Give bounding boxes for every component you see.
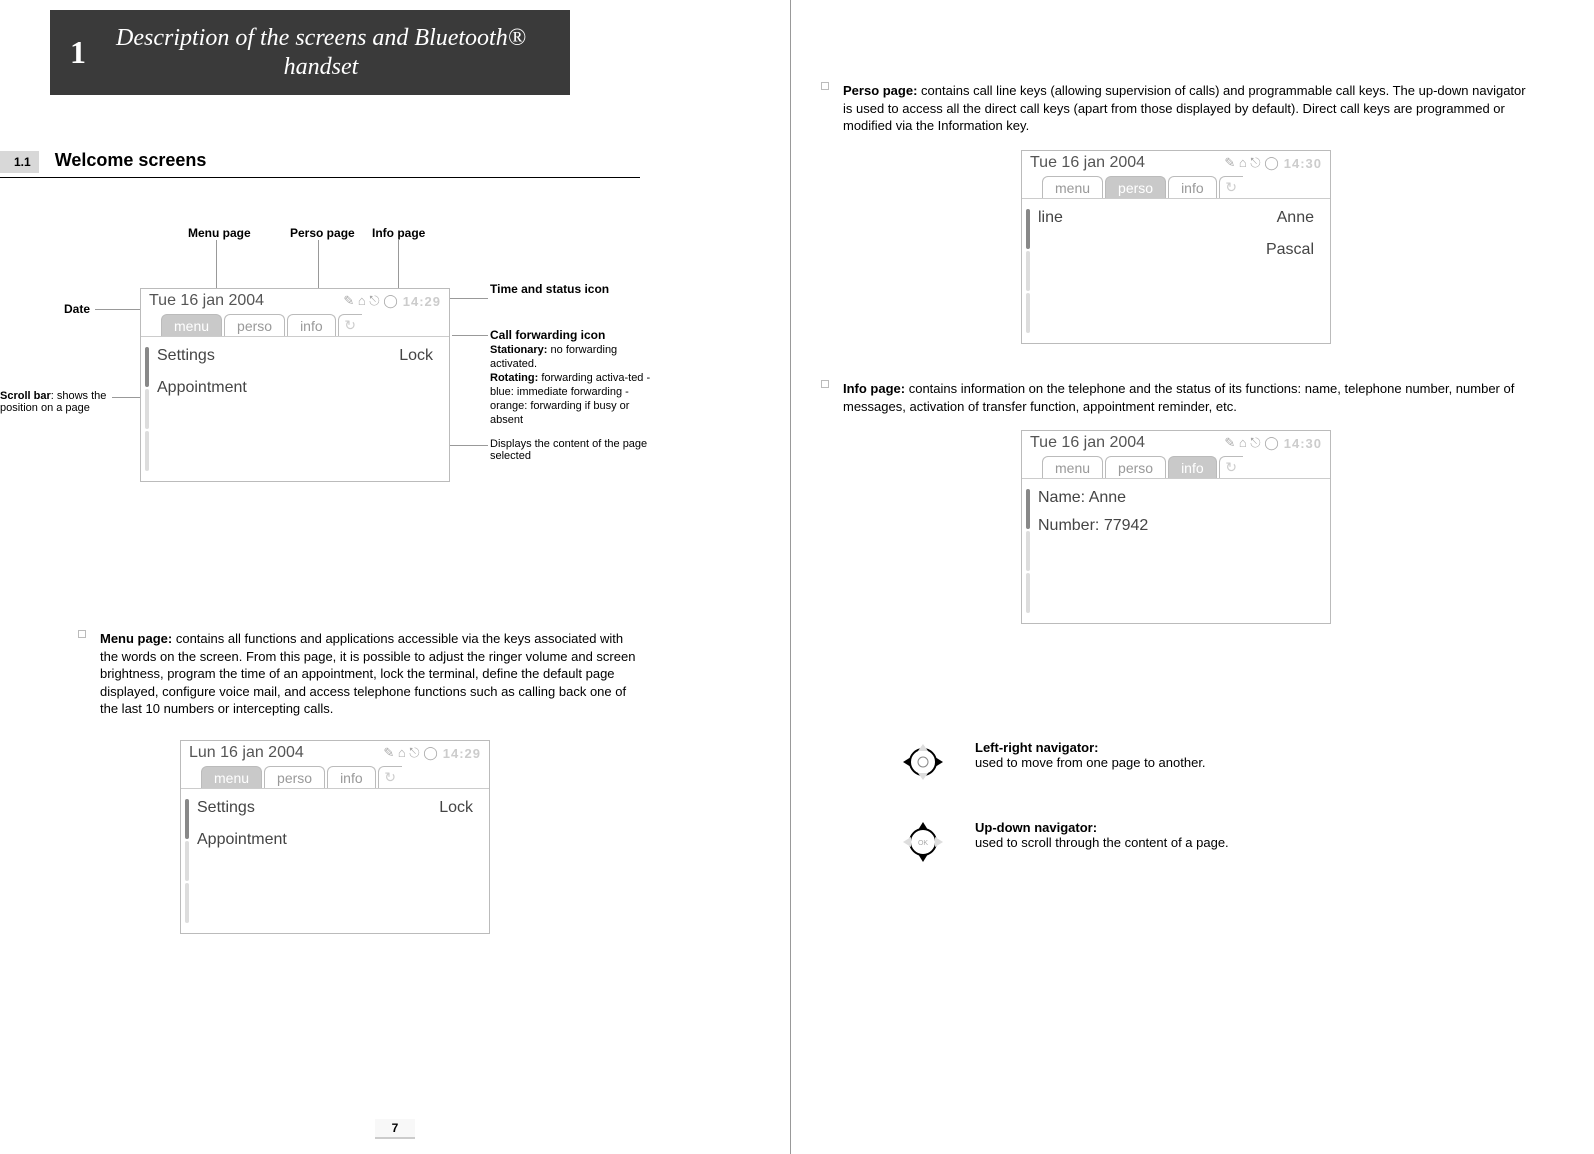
label-call-forwarding: Call forwarding icon Stationary: no forw… <box>490 328 655 426</box>
para-info: Info page: contains information on the t… <box>821 380 1541 415</box>
section-number: 1.1 <box>0 151 39 173</box>
section-heading: 1.1 Welcome screens <box>0 150 640 178</box>
para-menu-lead: Menu page: <box>100 631 172 646</box>
info-name-value: Anne <box>1089 489 1126 506</box>
svg-text:OK: OK <box>918 840 928 847</box>
perso-item-pascal[interactable]: Pascal <box>1266 241 1314 259</box>
status-icons: ✎ ⌂ ⎋ ◯ 14:30 <box>1224 435 1322 451</box>
screen-annotated: Tue 16 jan 2004 ✎ ⌂ ⎋ ◯ 14:29 menu perso… <box>140 288 450 482</box>
scroll-indicator <box>1026 209 1030 333</box>
screen-time: 14:29 <box>403 294 441 309</box>
tab-info[interactable]: info <box>327 766 376 788</box>
label-perso-page: Perso page <box>290 226 355 240</box>
label-info-page: Info page <box>372 226 425 240</box>
bullet-icon <box>821 380 829 388</box>
menu-item-settings[interactable]: Settings <box>157 347 215 365</box>
screen-time: 14:30 <box>1284 156 1322 171</box>
screen-time: 14:29 <box>443 746 481 761</box>
screen-info: Tue 16 jan 2004 ✎ ⌂ ⎋ ◯ 14:30 menu perso… <box>1021 430 1331 624</box>
label-menu-page: Menu page <box>188 226 251 240</box>
fwd-rotating-rest: forwarding activa-ted - <box>538 372 650 384</box>
label-scrollbar-lead: Scroll bar <box>0 390 51 402</box>
status-icons: ✎ ⌂ ⎋ ◯ 14:29 <box>343 293 441 309</box>
bullet-icon <box>78 630 86 638</box>
tab-menu[interactable]: menu <box>161 314 222 336</box>
para-perso-lead: Perso page: <box>843 83 917 98</box>
fwd-stationary-lead: Stationary: <box>490 344 547 356</box>
para-perso-body: contains call line keys (allowing superv… <box>843 83 1526 133</box>
tab-perso[interactable]: perso <box>1105 176 1166 198</box>
fwd-rotating-lead: Rotating: <box>490 372 538 384</box>
tab-menu[interactable]: menu <box>201 766 262 788</box>
forward-icon: ↻ <box>378 766 402 788</box>
label-date: Date <box>20 302 90 316</box>
chapter-number: 1 <box>70 34 86 71</box>
bullet-icon <box>821 82 829 90</box>
tab-perso[interactable]: perso <box>264 766 325 788</box>
forward-icon: ↻ <box>1219 456 1243 478</box>
tab-perso[interactable]: perso <box>224 314 285 336</box>
screen-date: Lun 16 jan 2004 <box>189 744 304 762</box>
page-number: 7 <box>375 1119 415 1139</box>
label-content-area: Displays the content of the page selecte… <box>490 438 650 462</box>
menu-item-lock[interactable]: Lock <box>439 799 473 817</box>
perso-item-line[interactable]: line <box>1038 209 1063 227</box>
menu-item-lock[interactable]: Lock <box>399 347 433 365</box>
para-menu-body: contains all functions and applications … <box>100 631 635 716</box>
screen-menu: Lun 16 jan 2004 ✎ ⌂ ⎋ ◯ 14:29 menu perso… <box>180 740 490 934</box>
tab-info[interactable]: info <box>287 314 336 336</box>
tab-perso[interactable]: perso <box>1105 456 1166 478</box>
annotated-diagram: Menu page Perso page Info page Date Scro… <box>20 220 660 570</box>
status-icons: ✎ ⌂ ⎋ ◯ 14:29 <box>383 745 481 761</box>
dpad-icon <box>901 740 945 784</box>
menu-item-appointment[interactable]: Appointment <box>197 831 287 849</box>
forward-icon: ↻ <box>338 314 362 336</box>
info-number-value: 77942 <box>1104 517 1149 534</box>
fwd-title: Call forwarding icon <box>490 328 605 342</box>
nav-ud-desc: used to scroll through the content of a … <box>975 835 1229 850</box>
tab-info[interactable]: info <box>1168 456 1217 478</box>
tab-menu[interactable]: menu <box>1042 176 1103 198</box>
tab-info[interactable]: info <box>1168 176 1217 198</box>
nav-lr-title: Left-right navigator: <box>975 740 1206 755</box>
para-perso: Perso page: contains call line keys (all… <box>821 82 1541 135</box>
screen-time: 14:30 <box>1284 436 1322 451</box>
screen-date: Tue 16 jan 2004 <box>1030 434 1145 452</box>
nav-left-right: Left-right navigator: used to move from … <box>901 740 1206 784</box>
screen-perso: Tue 16 jan 2004 ✎ ⌂ ⎋ ◯ 14:30 menu perso… <box>1021 150 1331 344</box>
forward-icon: ↻ <box>1219 176 1243 198</box>
screen-date: Tue 16 jan 2004 <box>1030 154 1145 172</box>
chapter-title: Description of the screens and Bluetooth… <box>111 24 531 82</box>
chapter-header: 1 Description of the screens and Bluetoo… <box>50 10 570 95</box>
label-scrollbar: Scroll bar: shows the position on a page <box>0 390 110 414</box>
fwd-line4: orange: forwarding if busy or absent <box>490 400 629 426</box>
nav-lr-desc: used to move from one page to another. <box>975 755 1206 770</box>
screen-date: Tue 16 jan 2004 <box>149 292 264 310</box>
menu-item-settings[interactable]: Settings <box>197 799 255 817</box>
para-info-lead: Info page: <box>843 381 905 396</box>
para-menu: Menu page: contains all functions and ap… <box>78 630 648 718</box>
info-name-label: Name: <box>1038 489 1085 506</box>
nav-ud-title: Up-down navigator: <box>975 820 1229 835</box>
info-number-label: Number: <box>1038 517 1099 534</box>
para-info-body: contains information on the telephone an… <box>843 381 1514 414</box>
section-title: Welcome screens <box>55 150 207 171</box>
scroll-indicator <box>1026 489 1030 613</box>
label-time-status: Time and status icon <box>490 282 650 296</box>
fwd-line3: blue: immediate forwarding - <box>490 386 629 398</box>
scroll-indicator <box>185 799 189 923</box>
menu-item-appointment[interactable]: Appointment <box>157 379 247 397</box>
status-icons: ✎ ⌂ ⎋ ◯ 14:30 <box>1224 155 1322 171</box>
scroll-indicator <box>145 347 149 471</box>
nav-up-down: OK Up-down navigator: used to scroll thr… <box>901 820 1229 864</box>
perso-item-anne[interactable]: Anne <box>1277 209 1314 227</box>
tab-menu[interactable]: menu <box>1042 456 1103 478</box>
dpad-icon: OK <box>901 820 945 864</box>
